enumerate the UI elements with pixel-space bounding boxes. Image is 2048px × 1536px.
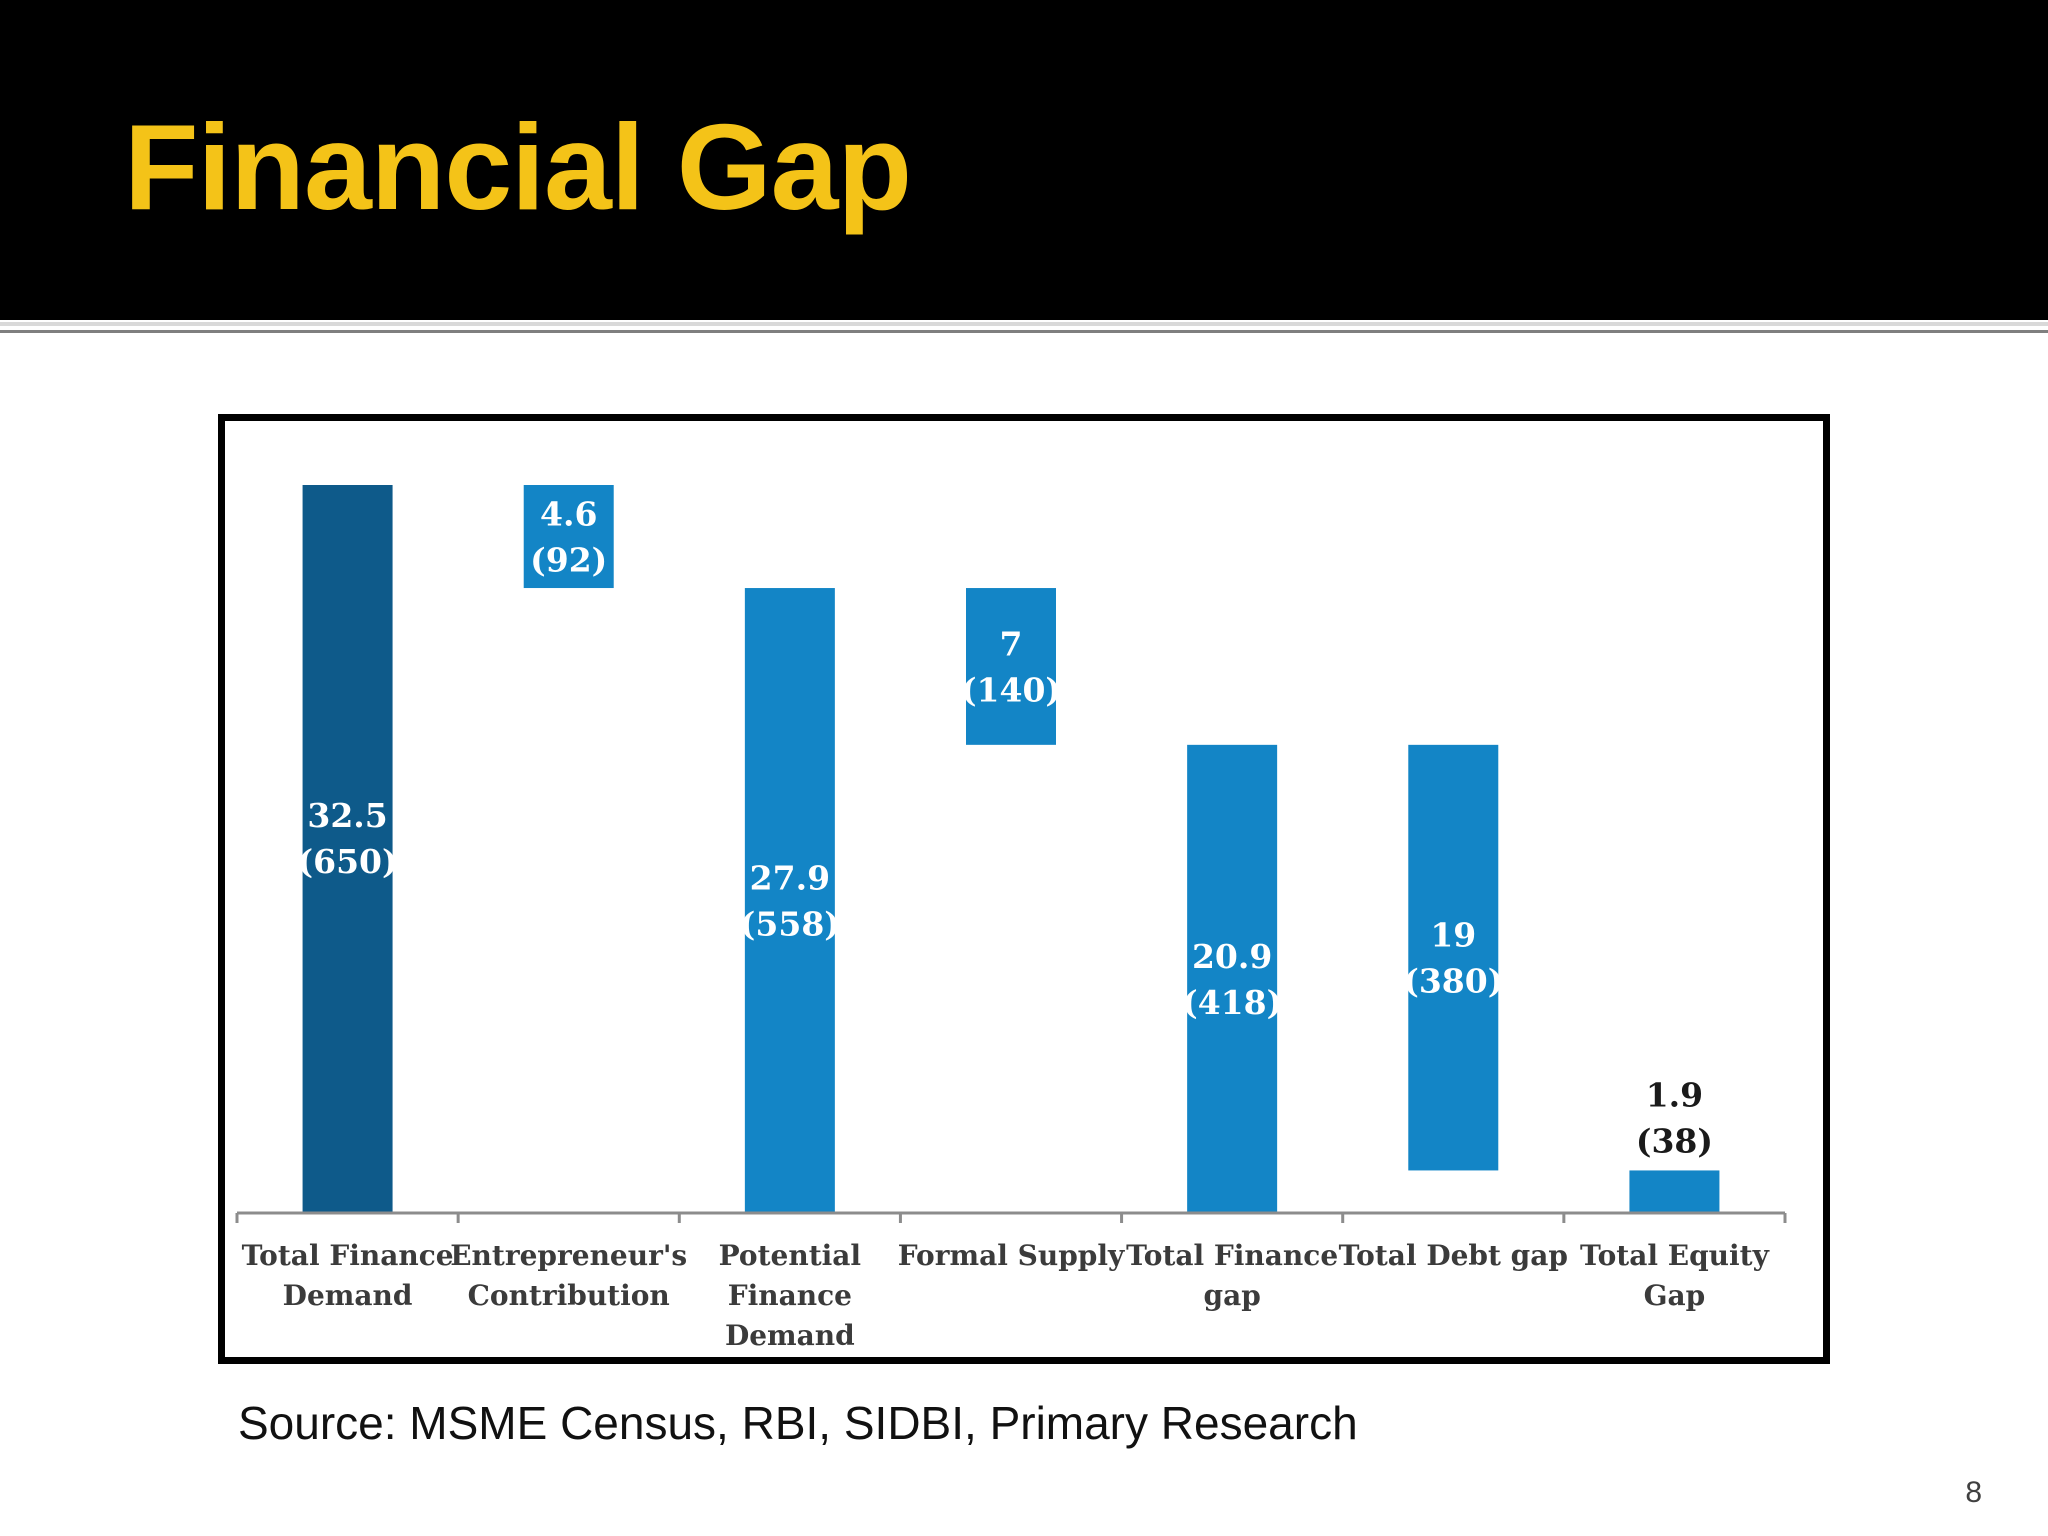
- category-label-1-0: Entrepreneur's: [450, 1239, 687, 1272]
- slide-title: Financial Gap: [124, 99, 912, 235]
- bar-label-4-0: 20.9: [1192, 937, 1272, 976]
- bar-label-5-0: 19: [1430, 916, 1476, 955]
- bar-label-4-1: (418): [1182, 983, 1282, 1022]
- source-note: Source: MSME Census, RBI, SIDBI, Primary…: [238, 1397, 1358, 1449]
- bar-label-0-0: 32.5: [307, 796, 387, 835]
- bar-label-3-1: (140): [961, 670, 1061, 709]
- category-label-2-2: Demand: [725, 1319, 855, 1352]
- page-number: 8: [1965, 1476, 1982, 1509]
- category-label-2-0: Potential: [719, 1239, 861, 1272]
- bar-label-3-0: 7: [1000, 624, 1023, 663]
- bar-2: [744, 588, 835, 1213]
- waterfall-chart: 32.5 (650) 4.6 (92) 27.9 (558) 7 (140) 20.9 (418)…: [235, 485, 1787, 1352]
- bar-label-6-0: 1.9: [1646, 1075, 1703, 1114]
- category-label-5-0: Total Debt gap: [1339, 1239, 1568, 1272]
- category-label-4-1: gap: [1203, 1279, 1260, 1312]
- header-divider: [0, 322, 2048, 326]
- bar-label-1-1: (92): [530, 541, 607, 580]
- category-label-4-0: Total Finance: [1126, 1239, 1338, 1272]
- category-label-1-1: Contribution: [468, 1279, 670, 1312]
- bar-label-1-0: 4.6: [540, 495, 597, 534]
- bar-label-2-1: (558): [740, 905, 840, 944]
- bar-4: [1187, 744, 1278, 1213]
- category-label-6-0: Total Equity: [1580, 1239, 1770, 1272]
- bar-6: [1629, 1170, 1720, 1213]
- bar-label-5-1: (380): [1403, 962, 1503, 1001]
- slide-header: Financial Gap: [0, 0, 2048, 320]
- category-label-2-1: Finance: [728, 1279, 852, 1312]
- bar-1: [523, 485, 614, 589]
- bar-5: [1408, 744, 1499, 1171]
- header-divider-shadow: [0, 330, 2048, 333]
- category-label-6-1: Gap: [1644, 1279, 1706, 1312]
- bar-label-6-1: (38): [1636, 1121, 1713, 1160]
- category-label-0-1: Demand: [283, 1279, 413, 1312]
- chart-frame: 32.5 (650) 4.6 (92) 27.9 (558) 7 (140) 20.9 (418)…: [218, 414, 1830, 1364]
- bar-label-0-1: (650): [298, 842, 398, 881]
- bar-0: [302, 485, 393, 1213]
- bar-label-2-0: 27.9: [750, 859, 830, 898]
- category-label-3-0: Formal Supply: [898, 1239, 1125, 1272]
- category-label-0-0: Total Finance: [242, 1239, 454, 1272]
- bar-3: [966, 588, 1056, 745]
